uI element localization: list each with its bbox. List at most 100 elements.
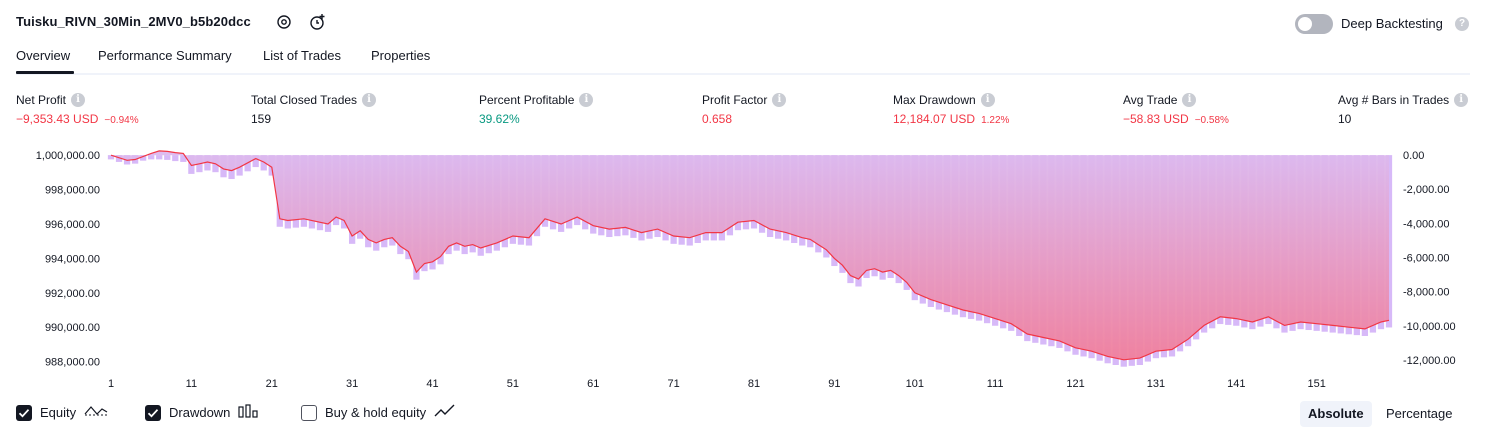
percentage-button[interactable]: Percentage bbox=[1386, 406, 1453, 421]
x-axis-tick: 141 bbox=[1227, 378, 1245, 390]
buy-hold-checkbox[interactable] bbox=[301, 404, 317, 421]
x-axis-tick: 91 bbox=[828, 378, 840, 390]
info-icon[interactable]: i bbox=[71, 93, 86, 107]
metric-label: Avg Trade bbox=[1123, 93, 1178, 107]
toggle-knob bbox=[1298, 17, 1312, 31]
left-axis-tick: 994,000.00 bbox=[45, 253, 100, 265]
info-icon[interactable]: i bbox=[980, 93, 995, 107]
drawdown-checkbox[interactable] bbox=[145, 404, 161, 421]
metric-avg-bars-in-trades: Avg # Bars in Trades i 10 bbox=[1338, 93, 1469, 126]
x-axis: 1 11 21 31 41 51 61 71 81 91 101 111 121 131 141 151 bbox=[108, 378, 1326, 390]
buy-hold-label: Buy & hold equity bbox=[325, 405, 427, 420]
right-axis-tick: -10,000.00 bbox=[1403, 321, 1456, 333]
metric-value: 159 bbox=[251, 112, 272, 126]
equity-checkbox[interactable] bbox=[16, 404, 32, 421]
drawdown-bar bbox=[180, 155, 187, 162]
help-icon[interactable]: ? bbox=[1455, 17, 1469, 31]
metric-total-closed-trades: Total Closed Trades i 159 bbox=[251, 93, 377, 126]
x-axis-tick: 121 bbox=[1066, 378, 1084, 390]
right-axis-tick: -6,000.00 bbox=[1403, 253, 1449, 265]
right-axis-tick: -12,000.00 bbox=[1403, 355, 1456, 367]
metric-value: 10 bbox=[1338, 112, 1352, 126]
x-axis-tick: 61 bbox=[587, 378, 599, 390]
left-axis-tick: 988,000.00 bbox=[45, 357, 100, 369]
info-icon[interactable]: i bbox=[362, 93, 377, 107]
metric-avg-trade: Avg Trade i −58.83 USD −0.58% bbox=[1123, 93, 1229, 126]
tab-overview[interactable]: Overview bbox=[16, 48, 71, 63]
x-axis-tick: 131 bbox=[1147, 378, 1165, 390]
active-tab-indicator bbox=[16, 71, 74, 74]
metric-label: Profit Factor bbox=[702, 93, 768, 107]
deep-backtesting-toggle[interactable] bbox=[1295, 14, 1333, 34]
right-axis-tick: -2,000.00 bbox=[1403, 184, 1449, 196]
drawdown-bar bbox=[115, 155, 123, 162]
strategy-title: Tuisku_RIVN_30Min_2MV0_b5b20dcc bbox=[16, 14, 251, 29]
drawdown-bar bbox=[260, 155, 267, 171]
metric-sub: −0.58% bbox=[1194, 115, 1229, 126]
trend-line-icon bbox=[434, 404, 456, 421]
drawdown-bar bbox=[252, 155, 259, 168]
x-axis-tick: 51 bbox=[507, 378, 519, 390]
left-axis-tick: 1,000,000.00 bbox=[36, 150, 100, 162]
drawdown-bar bbox=[156, 155, 163, 160]
drawdown-bar bbox=[107, 155, 115, 160]
tab-performance-summary[interactable]: Performance Summary bbox=[98, 48, 232, 63]
metric-label: Total Closed Trades bbox=[251, 93, 358, 107]
absolute-button[interactable]: Absolute bbox=[1300, 401, 1372, 427]
legend-drawdown[interactable]: Drawdown bbox=[145, 404, 259, 421]
metric-label: Net Profit bbox=[16, 93, 67, 107]
left-axis: 1,000,000.00 998,000.00 996,000.00 994,000.… bbox=[36, 150, 100, 368]
metric-max-drawdown: Max Drawdown i 12,184.07 USD 1.22% bbox=[893, 93, 1009, 126]
equity-area bbox=[111, 150, 1389, 360]
metric-label: Percent Profitable bbox=[479, 93, 575, 107]
drawdown-label: Drawdown bbox=[169, 405, 231, 420]
tabs-divider bbox=[16, 73, 1470, 75]
deep-backtesting-label: Deep Backtesting bbox=[1341, 16, 1443, 31]
drawdown-bar bbox=[204, 155, 211, 171]
right-axis-tick: -8,000.00 bbox=[1403, 287, 1449, 299]
tab-list-of-trades[interactable]: List of Trades bbox=[263, 48, 342, 63]
metric-percent-profitable: Percent Profitable i 39.62% bbox=[479, 93, 594, 126]
equity-label: Equity bbox=[40, 405, 77, 420]
drawdown-bar bbox=[172, 155, 179, 162]
x-axis-tick: 111 bbox=[987, 378, 1004, 390]
metric-sub: −0.94% bbox=[104, 115, 139, 126]
x-axis-tick: 41 bbox=[426, 378, 438, 390]
x-axis-tick: 101 bbox=[906, 378, 924, 390]
left-axis-tick: 996,000.00 bbox=[45, 219, 100, 231]
x-axis-tick: 151 bbox=[1307, 378, 1325, 390]
metric-value: −58.83 USD bbox=[1123, 112, 1189, 126]
add-alert-icon[interactable] bbox=[309, 13, 327, 31]
legend-buy-hold[interactable]: Buy & hold equity bbox=[301, 404, 456, 421]
drawdown-bar bbox=[164, 155, 171, 160]
right-axis-tick: 0.00 bbox=[1403, 150, 1424, 162]
equity-line-icon bbox=[84, 404, 108, 421]
legend-equity[interactable]: Equity bbox=[16, 404, 108, 421]
metric-value: 0.658 bbox=[702, 112, 733, 126]
x-axis-tick: 31 bbox=[346, 378, 358, 390]
x-axis-tick: 1 bbox=[108, 378, 114, 390]
metric-net-profit: Net Profit i −9,353.43 USD −0.94% bbox=[16, 93, 139, 126]
settings-icon[interactable] bbox=[275, 13, 293, 31]
left-axis-tick: 990,000.00 bbox=[45, 322, 100, 334]
x-axis-tick: 11 bbox=[186, 378, 197, 390]
equity-line bbox=[110, 150, 1390, 361]
info-icon[interactable]: i bbox=[579, 93, 594, 107]
right-axis-tick: -4,000.00 bbox=[1403, 218, 1449, 230]
metric-sub: 1.22% bbox=[981, 115, 1010, 126]
metric-label: Max Drawdown bbox=[893, 93, 976, 107]
x-axis-tick: 71 bbox=[668, 378, 680, 390]
right-axis: 0.00 -2,000.00 -4,000.00 -6,000.00 -8,000.00… bbox=[1403, 150, 1456, 367]
left-axis-tick: 992,000.00 bbox=[45, 288, 100, 300]
metric-value: 39.62% bbox=[479, 112, 520, 126]
metric-label: Avg # Bars in Trades bbox=[1338, 93, 1450, 107]
info-icon[interactable]: i bbox=[1182, 93, 1197, 107]
info-icon[interactable]: i bbox=[772, 93, 787, 107]
info-icon[interactable]: i bbox=[1454, 93, 1469, 107]
x-axis-tick: 21 bbox=[266, 378, 278, 390]
metric-profit-factor: Profit Factor i 0.658 bbox=[702, 93, 787, 126]
tab-properties[interactable]: Properties bbox=[371, 48, 431, 63]
metric-value: 12,184.07 USD bbox=[893, 112, 976, 126]
metric-value: −9,353.43 USD bbox=[16, 112, 99, 126]
equity-chart[interactable]: 1,000,000.00 998,000.00 996,000.00 994,000.… bbox=[0, 140, 1486, 395]
